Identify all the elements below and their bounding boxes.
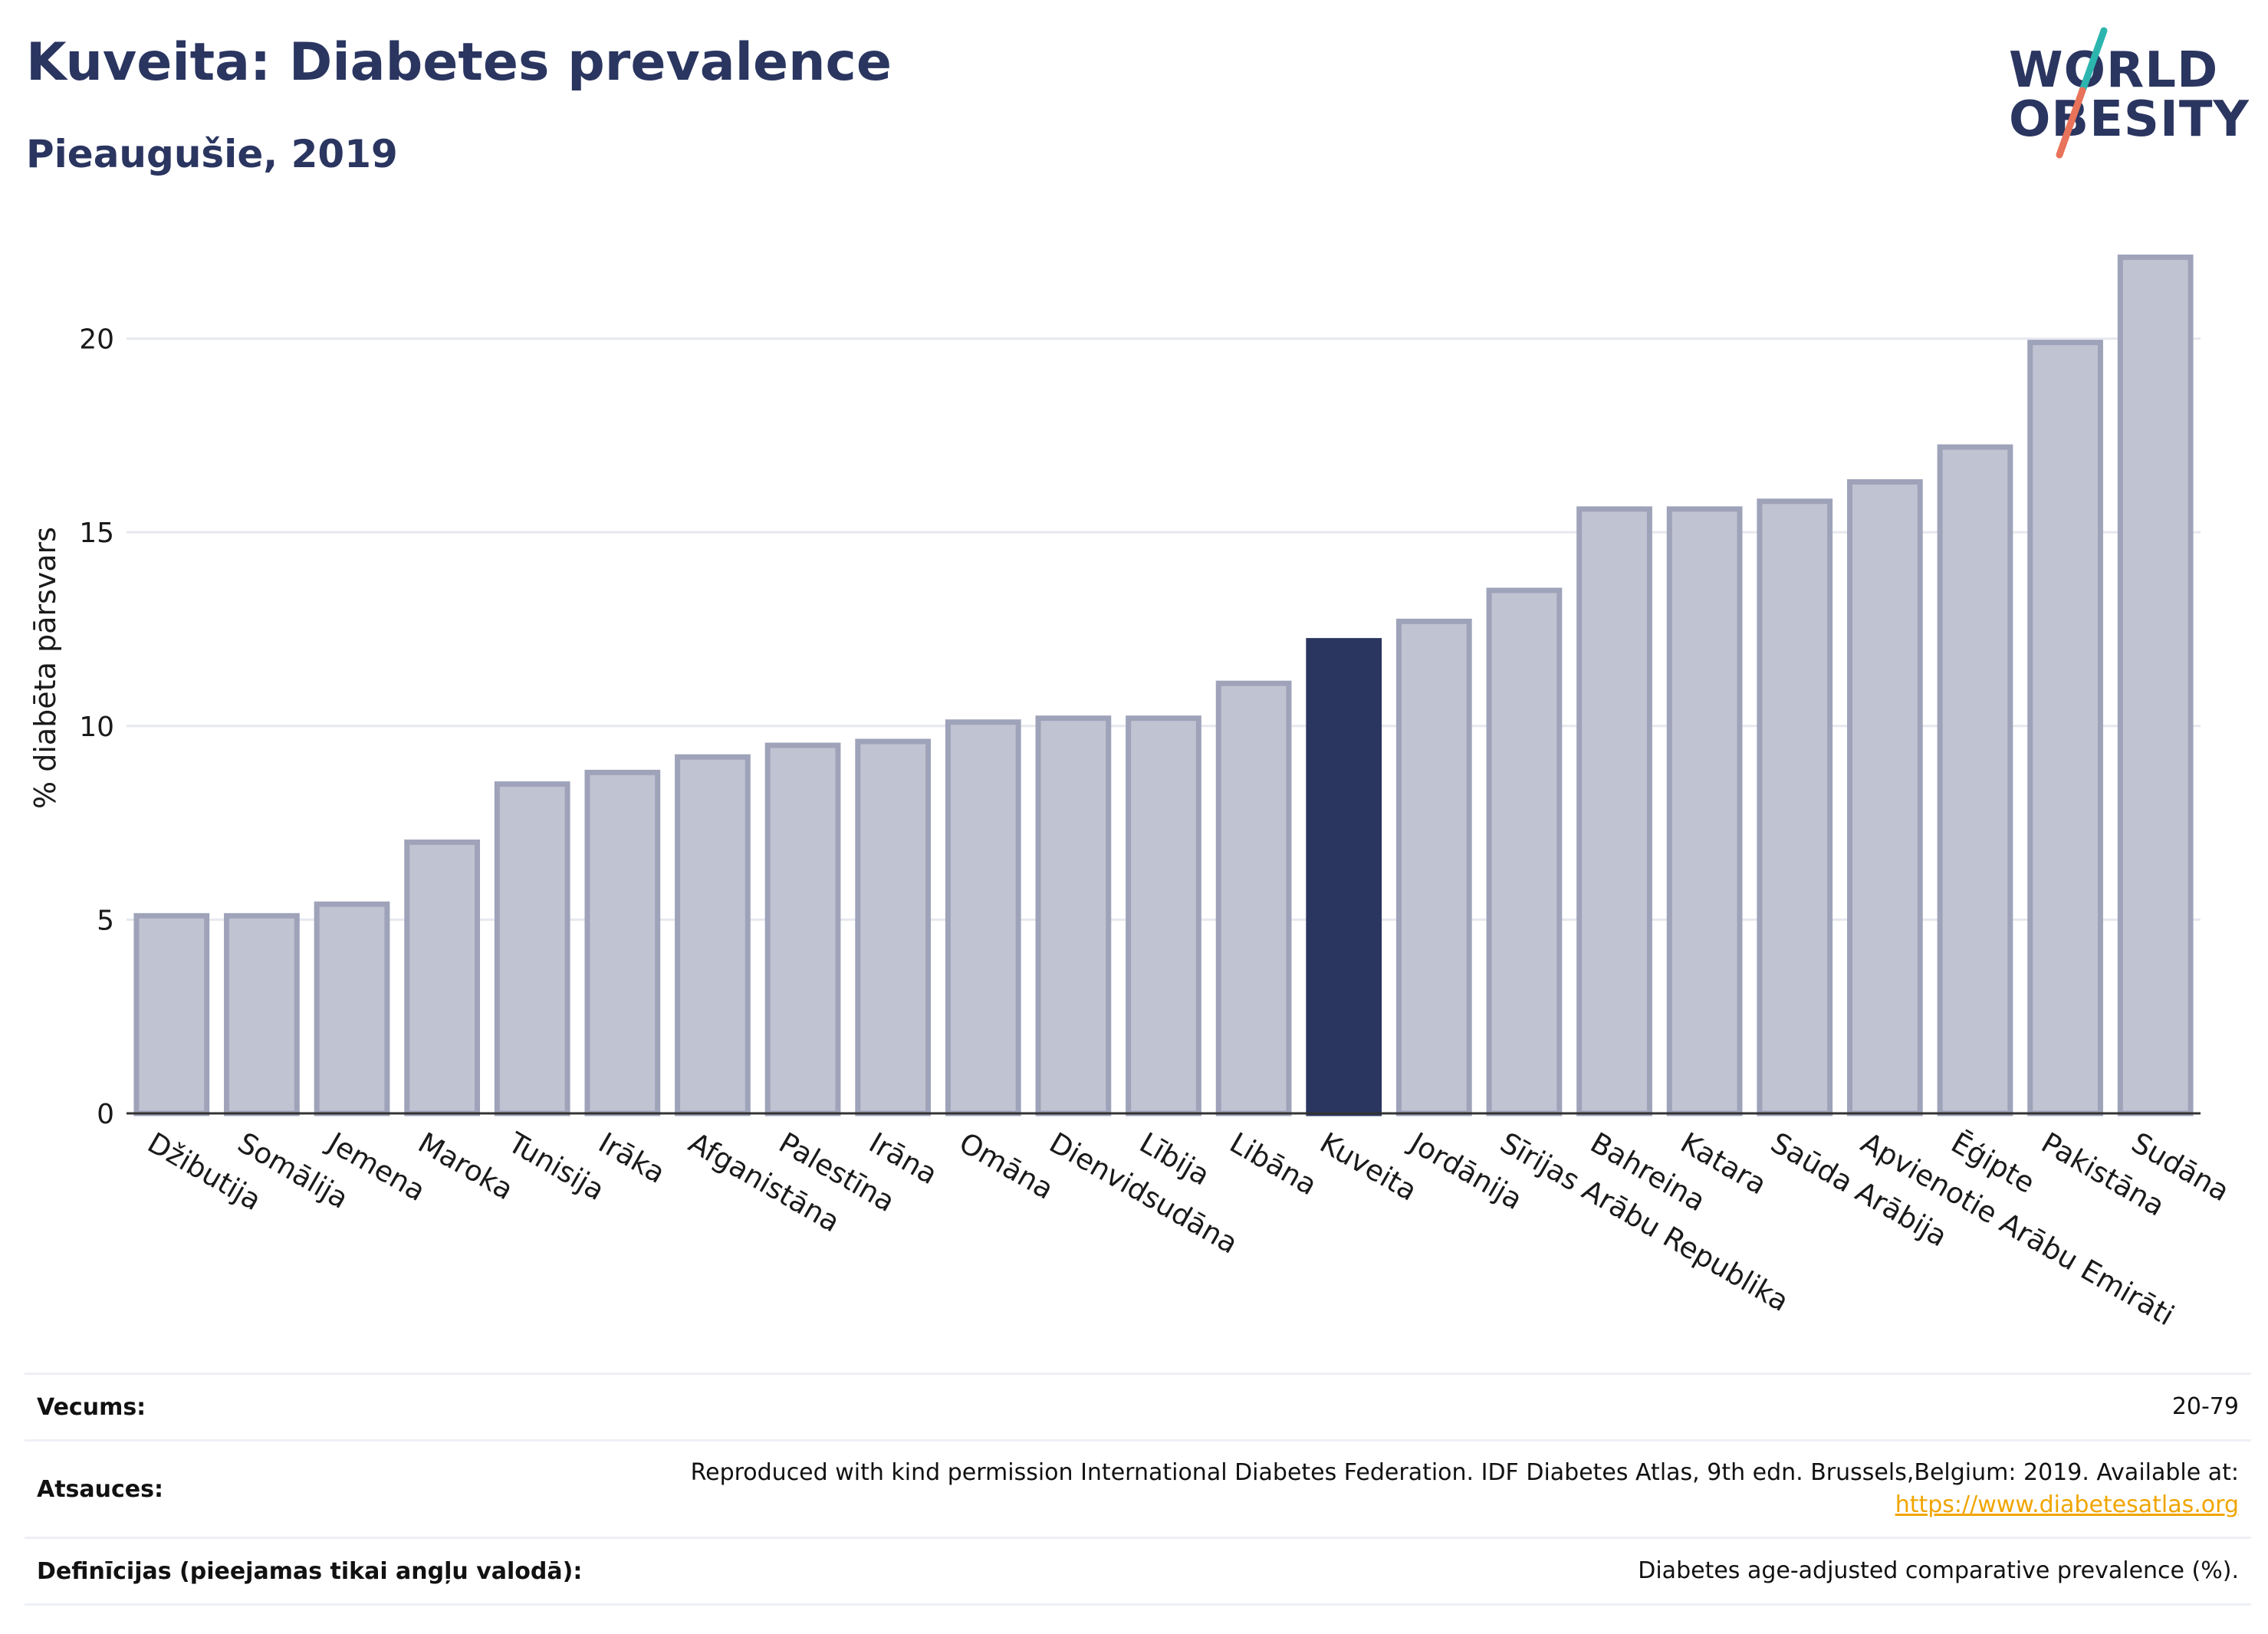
bar-19 bbox=[1757, 498, 1833, 1116]
bar-21 bbox=[1937, 444, 2013, 1116]
bar-7 bbox=[675, 754, 751, 1116]
world-obesity-logo: WORLD OBESITY bbox=[2009, 23, 2249, 161]
y-tick-label: 5 bbox=[97, 905, 114, 936]
logo-text-obesity: OBESITY bbox=[2009, 91, 2250, 148]
y-tick-label: 15 bbox=[79, 518, 114, 549]
bar-10 bbox=[945, 719, 1021, 1116]
bar-22 bbox=[2027, 340, 2103, 1116]
footer-source-text: Reproduced with kind permission Internat… bbox=[690, 1459, 2239, 1486]
bar-chart: 05101520DžibutijaSomālijaJemenaMarokaTun… bbox=[28, 254, 2235, 1332]
bar-13 bbox=[1215, 680, 1292, 1116]
bar-16 bbox=[1486, 587, 1563, 1116]
bar-1 bbox=[133, 912, 210, 1116]
logo-slash-icon bbox=[2056, 27, 2108, 159]
bar-2 bbox=[224, 912, 300, 1116]
footer-label: Vecums: bbox=[37, 1393, 146, 1421]
x-tick-label: Kuveita bbox=[1314, 1126, 1422, 1208]
bar-3 bbox=[314, 901, 390, 1116]
logo-text-world: WORLD bbox=[2009, 42, 2219, 99]
x-tick-label: Omāna bbox=[954, 1126, 1060, 1206]
bar-4 bbox=[404, 839, 480, 1116]
footer-value: 20-79 bbox=[2171, 1393, 2239, 1420]
bar-15 bbox=[1395, 618, 1472, 1116]
bars-layer bbox=[133, 254, 2194, 1116]
footer-row-age: Vecums: 20-79 bbox=[25, 1373, 2251, 1439]
footer-info: Vecums: 20-79 Atsauces: Reproduced with … bbox=[25, 1373, 2251, 1606]
y-tick-label: 20 bbox=[79, 324, 114, 356]
bar-9 bbox=[855, 738, 932, 1116]
footer-value: Diabetes age-adjusted comparative preval… bbox=[1638, 1557, 2239, 1584]
page-title: Kuveita: Diabetes prevalence bbox=[26, 32, 892, 93]
bar-23 bbox=[2117, 254, 2194, 1116]
x-tick-label: Maroka bbox=[413, 1126, 518, 1207]
footer-row-definitions: Definīcijas (pieejamas tikai angļu valod… bbox=[25, 1537, 2251, 1606]
x-tick-label: Libāna bbox=[1224, 1126, 1323, 1202]
y-tick-label: 10 bbox=[79, 712, 114, 743]
y-axis-label: % diabēta pārsvars bbox=[28, 527, 62, 809]
footer-label: Atsauces: bbox=[37, 1475, 163, 1503]
bar-11 bbox=[1035, 715, 1112, 1116]
bar-8 bbox=[764, 742, 841, 1116]
footer-value: Reproduced with kind permission Internat… bbox=[691, 1457, 2239, 1521]
x-tick-label: Tunisija bbox=[502, 1126, 610, 1207]
bar-5 bbox=[494, 781, 570, 1116]
footer-row-sources: Atsauces: Reproduced with kind permissio… bbox=[25, 1439, 2251, 1537]
bar-18 bbox=[1666, 506, 1743, 1116]
bar-20 bbox=[1847, 478, 1923, 1116]
bar-14 bbox=[1306, 638, 1382, 1116]
y-tick-label: 0 bbox=[97, 1099, 114, 1130]
bar-17 bbox=[1576, 506, 1652, 1116]
bar-12 bbox=[1126, 715, 1201, 1116]
page-subtitle: Pieaugušie, 2019 bbox=[26, 132, 398, 176]
footer-label: Definīcijas (pieejamas tikai angļu valod… bbox=[37, 1557, 583, 1585]
source-link[interactable]: https://www.diabetesatlas.org bbox=[1895, 1491, 2239, 1518]
x-tick-label: Afganistāna bbox=[683, 1126, 846, 1239]
bar-6 bbox=[584, 769, 661, 1116]
